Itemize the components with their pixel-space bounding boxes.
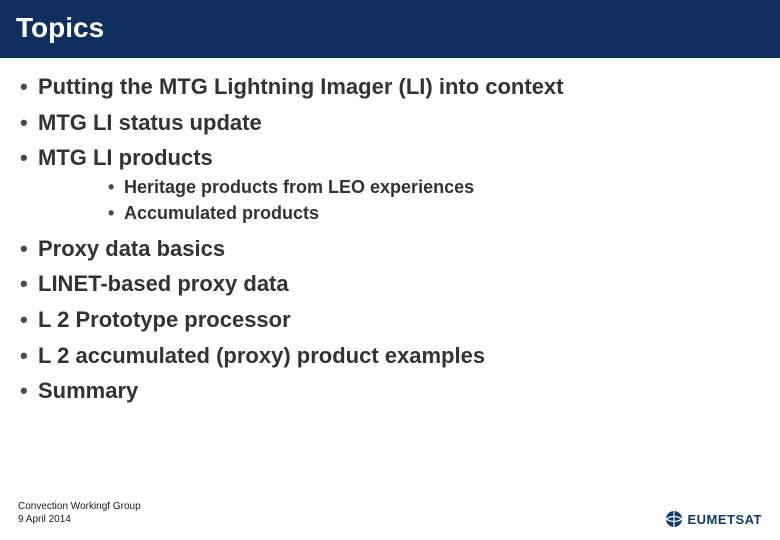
list-item: Putting the MTG Lightning Imager (LI) in…	[18, 72, 762, 102]
bullet-text: Heritage products from LEO experiences	[124, 177, 474, 197]
bullet-text: Accumulated products	[124, 203, 319, 223]
bullet-text: Putting the MTG Lightning Imager (LI) in…	[38, 74, 564, 99]
list-item: MTG LI products Heritage products from L…	[18, 143, 762, 225]
footer-line2: 9 April 2014	[18, 514, 141, 527]
eumetsat-logo: EUMETSAT	[665, 510, 762, 528]
title-bar: Topics	[0, 0, 780, 58]
bullet-list: Putting the MTG Lightning Imager (LI) in…	[18, 72, 762, 406]
bullet-text: Proxy data basics	[38, 236, 225, 261]
list-item: LINET-based proxy data	[18, 269, 762, 299]
bullet-text: Summary	[38, 378, 138, 403]
list-item: Summary	[18, 376, 762, 406]
bullet-text: MTG LI status update	[38, 110, 262, 135]
list-item: MTG LI status update	[18, 108, 762, 138]
logo-text: EUMETSAT	[687, 512, 762, 527]
slide-content: Putting the MTG Lightning Imager (LI) in…	[0, 58, 780, 406]
list-item: L 2 accumulated (proxy) product examples	[18, 341, 762, 371]
slide: Topics Putting the MTG Lightning Imager …	[0, 0, 780, 540]
bullet-text: MTG LI products	[38, 145, 213, 170]
list-item: L 2 Prototype processor	[18, 305, 762, 335]
bullet-text: LINET-based proxy data	[38, 271, 289, 296]
list-item: Accumulated products	[108, 201, 762, 225]
bullet-text: L 2 accumulated (proxy) product examples	[38, 343, 485, 368]
list-item: Proxy data basics	[18, 234, 762, 264]
slide-title: Topics	[16, 12, 764, 44]
footer: Convection Workingf Group 9 April 2014	[18, 501, 141, 526]
logo-icon	[665, 510, 683, 528]
list-item: Heritage products from LEO experiences	[108, 175, 762, 199]
sub-bullet-list: Heritage products from LEO experiences A…	[38, 175, 762, 226]
footer-line1: Convection Workingf Group	[18, 501, 141, 514]
bullet-text: L 2 Prototype processor	[38, 307, 291, 332]
